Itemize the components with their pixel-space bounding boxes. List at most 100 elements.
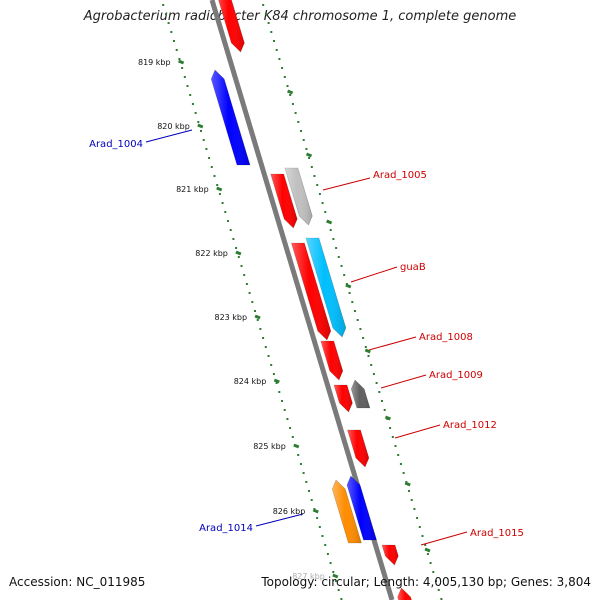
kbp-scale-track: [262, 4, 443, 600]
scale-dot: [262, 4, 265, 6]
kbp-tick-mark: [273, 378, 280, 384]
gene-label-leader: [145, 129, 193, 143]
scale-dot: [251, 301, 254, 303]
gene-feature-shading: [270, 174, 298, 228]
scale-dot: [281, 67, 284, 69]
scale-dot: [337, 589, 340, 591]
scale-dot: [362, 337, 365, 339]
scale-dot: [326, 553, 329, 555]
kbp-tick-mark: [178, 59, 185, 65]
scale-dot: [321, 535, 324, 537]
scale-dot: [297, 454, 300, 456]
kbp-tick-mark: [197, 123, 204, 129]
scale-dot: [299, 463, 302, 465]
scale-dot: [308, 157, 311, 159]
scale-dot: [383, 409, 386, 411]
gene-label: Arad_1009: [429, 370, 483, 381]
gene-label: Arad_1005: [373, 170, 427, 181]
scale-dot: [170, 31, 173, 33]
scale-dot: [210, 166, 213, 168]
scale-dot: [191, 103, 194, 105]
scale-dot: [200, 130, 202, 132]
scale-dot: [162, 4, 165, 6]
scale-dot: [356, 319, 359, 321]
scale-dot: [297, 121, 300, 123]
map-title: Agrobacterium radiobacter K84 chromosome…: [83, 9, 517, 24]
scale-dot: [440, 598, 443, 600]
scale-dot: [310, 499, 313, 501]
scale-dot: [256, 319, 259, 321]
gene-label: guaB: [400, 262, 426, 273]
kbp-tick-mark: [293, 443, 300, 449]
kbp-tick-mark: [345, 283, 352, 289]
scale-dot: [286, 418, 289, 420]
scale-dot: [291, 436, 294, 438]
scale-dot: [316, 184, 319, 186]
kbp-tick-labels: 819 kbp 820 kbp 821 kbp 822 kbp 823 kbp 824 k…: [138, 58, 431, 581]
scale-dot: [167, 22, 170, 24]
gene-label: Arad_1004: [89, 139, 143, 150]
scale-dot: [194, 112, 197, 114]
kbp-tick-mark: [424, 547, 431, 553]
scale-dot: [218, 193, 221, 195]
scale-dot: [248, 292, 251, 294]
scale-dot: [375, 382, 378, 384]
gene-feature-shading: [397, 588, 412, 600]
gene-feature-shading: [211, 70, 250, 165]
scale-dot: [275, 382, 278, 384]
scale-dot: [286, 85, 289, 87]
scale-dot: [437, 589, 440, 591]
scale-dot: [259, 328, 262, 330]
kbp-tick-mark: [287, 89, 294, 95]
scale-dot: [335, 247, 338, 249]
kbp-tick-mark: [216, 186, 223, 192]
kbp-tick-mark: [404, 481, 411, 487]
kbp-tick-label: 826 kbp: [273, 507, 306, 516]
scale-dot: [351, 301, 354, 303]
scale-dot: [354, 310, 356, 312]
scale-dot: [318, 193, 321, 195]
scale-dot: [229, 229, 232, 231]
scale-dot: [300, 130, 302, 132]
gene-label-leader: [350, 266, 398, 283]
scale-dot: [329, 229, 332, 231]
scale-dot: [337, 256, 340, 258]
kbp-tick-mark: [332, 573, 339, 579]
gene-feature-shading: [351, 380, 370, 408]
scale-dot: [348, 292, 351, 294]
gene-label: Arad_1012: [443, 420, 497, 431]
scale-dot: [283, 409, 286, 411]
scale-dot: [273, 40, 275, 42]
scale-dot: [243, 274, 246, 276]
gene-labels: Arad_1004 Arad_1005 guaB Arad_1008 Arad_1009…: [89, 129, 524, 546]
scale-dot: [221, 202, 224, 204]
scale-dot: [208, 157, 211, 159]
scale-dot: [402, 472, 405, 474]
scale-dot: [429, 562, 432, 564]
kbp-scale-track: [162, 4, 343, 600]
kbp-tick-mark: [384, 415, 391, 421]
scale-dot: [318, 526, 321, 528]
scale-dot: [289, 427, 292, 429]
gene-label-leader: [255, 513, 304, 527]
gene-label: Arad_1015: [470, 528, 524, 539]
gene-feature-shading: [218, 0, 245, 52]
gene-feature-shading: [284, 168, 313, 225]
scale-dot: [235, 247, 238, 249]
scale-dot: [370, 364, 373, 366]
gene-label: Arad_1014: [199, 523, 253, 534]
scale-dot: [173, 40, 175, 42]
gene-feature-shading: [382, 545, 399, 565]
scale-dot: [332, 238, 335, 240]
gene-label-leader: [394, 424, 441, 439]
kbp-tick-label: 820 kbp: [157, 122, 190, 131]
topology-summary: Topology: circular; Length: 4,005,130 bp…: [261, 575, 591, 589]
kbp-tick-mark: [364, 348, 371, 354]
scale-dot: [264, 13, 267, 15]
kbp-tick-label: 821 kbp: [176, 185, 209, 194]
scale-dot: [278, 58, 281, 60]
scale-dot: [270, 31, 273, 33]
scale-dot: [267, 22, 270, 24]
scale-dot: [164, 13, 167, 15]
